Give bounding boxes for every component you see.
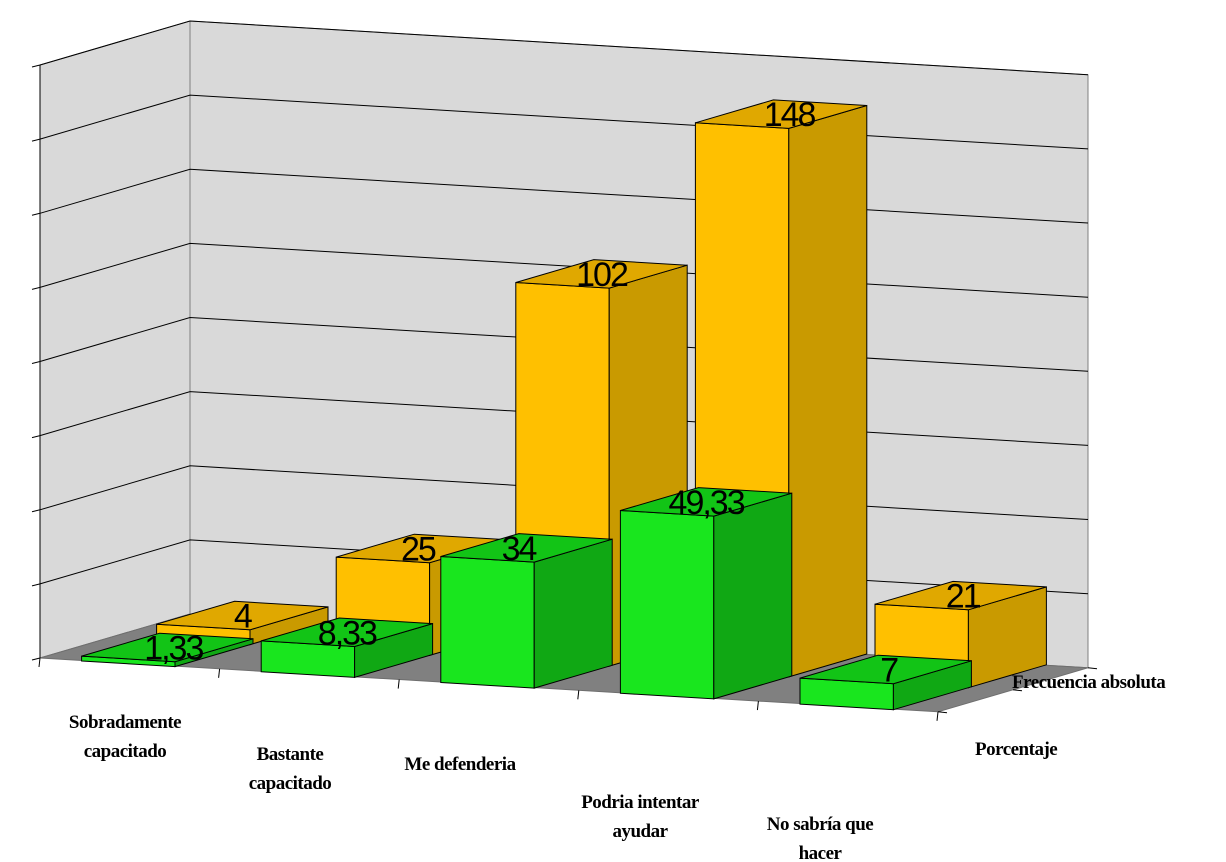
series-axis-tick xyxy=(937,711,948,714)
bar-top-face xyxy=(515,259,688,289)
category-label-line: Me defenderia xyxy=(404,754,516,775)
category-label-line: Bastante xyxy=(257,744,324,765)
data-label: 148 xyxy=(764,96,816,134)
category-label-line: ayudar xyxy=(612,821,668,842)
category-label-0: Sobradamente capacitado xyxy=(69,712,182,762)
data-label: 21 xyxy=(946,578,981,616)
category-axis-tick xyxy=(577,690,580,700)
value-axis-tick xyxy=(31,286,41,290)
category-label-3: Podria intentar ayudar xyxy=(581,792,700,842)
category-label-4: No sabría que hacer xyxy=(767,814,874,862)
axes xyxy=(31,64,1098,721)
data-label: 1,33 xyxy=(144,629,203,667)
bar-porcentaje-0: 1,33 xyxy=(81,629,254,667)
bar-porcentaje-4: 7 xyxy=(799,651,972,711)
series-axis-tick xyxy=(1012,689,1023,692)
category-label-line: Podria intentar xyxy=(581,792,700,813)
bar-frecuencia-0: 4 xyxy=(156,598,329,646)
bar-side-face xyxy=(533,538,613,689)
value-axis-tick xyxy=(31,138,41,142)
bar-porcentaje-1: 8,33 xyxy=(260,614,434,679)
bar-front-face xyxy=(619,509,715,700)
data-label: 4 xyxy=(234,598,252,636)
bar-top-face xyxy=(261,617,433,648)
category-label-line: capacitado xyxy=(249,773,332,794)
data-label: 25 xyxy=(401,530,436,568)
bar-porcentaje-2: 34 xyxy=(440,530,613,689)
series-label-0: Frecuencia absoluta xyxy=(1012,672,1166,693)
data-label: 34 xyxy=(502,530,537,568)
value-axis-tick xyxy=(31,212,41,216)
bar-side-face xyxy=(788,104,868,678)
category-label-2: Me defenderia xyxy=(404,754,517,775)
bar-porcentaje-3: 49,33 xyxy=(619,484,793,700)
category-axis-tick xyxy=(218,668,221,678)
category-labels: Sobradamente capacitado Bastante capacitado… xyxy=(69,712,874,862)
bar-top-face xyxy=(620,487,792,517)
value-axis-tick xyxy=(31,509,41,513)
value-axis-tick xyxy=(31,64,41,68)
category-axis-tick xyxy=(38,657,41,668)
category-label-line: hacer xyxy=(799,843,843,862)
category-label-1: Bastante capacitado xyxy=(249,744,332,794)
category-label-line: Sobradamente xyxy=(69,712,181,733)
category-axis-tick xyxy=(397,679,400,689)
category-label-line: capacitado xyxy=(84,741,167,762)
bar-top-face xyxy=(81,632,254,663)
bar-top-face xyxy=(799,654,972,685)
category-axis-tick xyxy=(756,700,759,711)
bar-top-face xyxy=(695,99,867,129)
value-axis-tick xyxy=(31,435,41,439)
gridline xyxy=(39,20,1089,76)
bar-front-face xyxy=(440,555,535,689)
bar-top-face xyxy=(874,580,1047,611)
category-label-line: No sabría que xyxy=(767,814,874,835)
value-axis-tick xyxy=(31,657,41,661)
data-label: 7 xyxy=(880,651,898,689)
category-axis-tick xyxy=(936,711,939,721)
bar-side-face xyxy=(713,492,793,700)
data-label: 49,33 xyxy=(669,484,745,522)
series-axis-tick xyxy=(1087,667,1098,670)
series-labels: Frecuencia absoluta Porcentaje xyxy=(975,672,1167,760)
bars: 4 25 102 148 21 1,33 8,33 34 49,33 7 xyxy=(81,96,1047,711)
bar-top-face xyxy=(440,533,613,563)
value-axis-tick xyxy=(31,583,41,587)
data-label: 8,33 xyxy=(318,614,377,652)
bar-top-face xyxy=(156,600,329,631)
data-label: 102 xyxy=(576,256,628,294)
series-label-1: Porcentaje xyxy=(975,739,1057,760)
value-axis-tick xyxy=(31,361,41,364)
